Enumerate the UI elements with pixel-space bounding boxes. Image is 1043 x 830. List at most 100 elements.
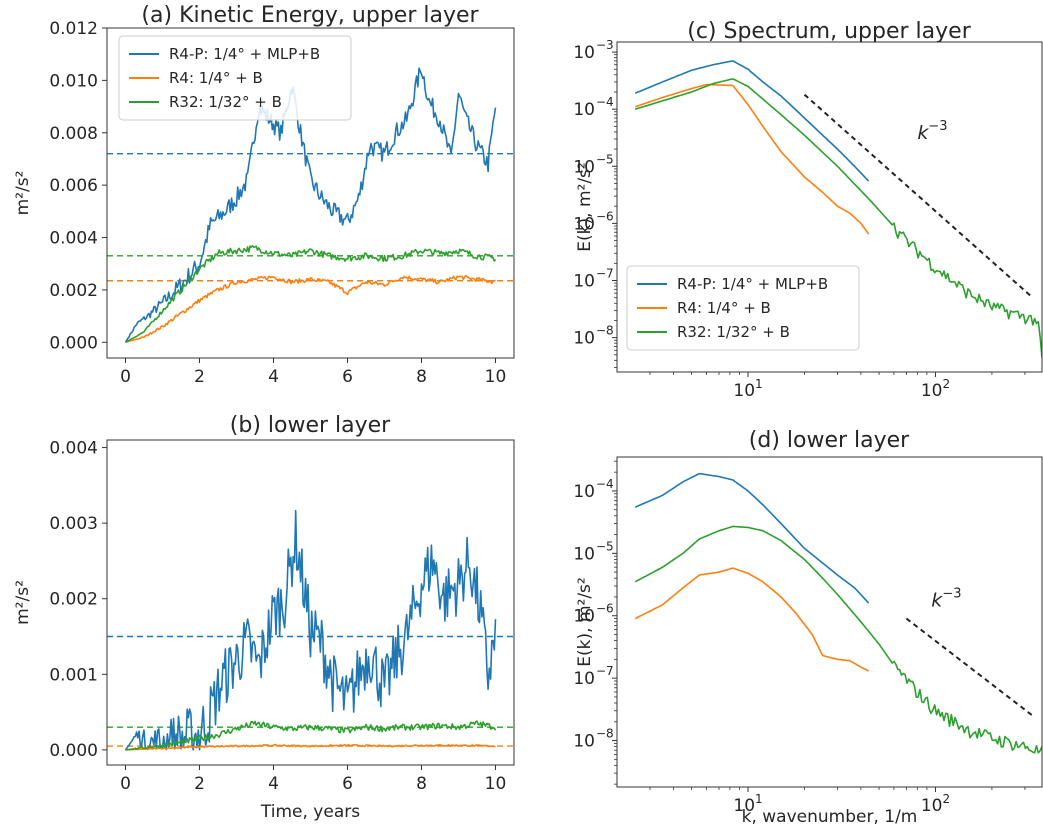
y-axis-label: m²/s² (13, 171, 33, 216)
y-tick-base: 10 (573, 482, 595, 502)
legend-box (626, 265, 860, 351)
x-tick-label: 8 (416, 774, 427, 794)
y-tick-base: 10 (573, 607, 595, 627)
legend-entry-label: R32: 1/32° + B (169, 93, 282, 111)
y-tick-label: 10 (573, 607, 595, 627)
y-tick-label: 10 (573, 157, 595, 177)
y-tick-label: 0.006 (49, 176, 98, 196)
y-tick-exponent: −7 (596, 664, 614, 678)
y-tick-label: 0.004 (49, 439, 98, 459)
x-axis-label: k, wavenumber, 1/m (742, 807, 918, 827)
plot-area (107, 509, 514, 751)
plot-area (634, 60, 1042, 358)
y-tick-label: 0.001 (49, 665, 98, 685)
y-tick-label: 0.000 (49, 333, 98, 353)
plot-area (634, 472, 1042, 754)
axes-frame (106, 27, 515, 359)
y-tick-label: 10 (573, 214, 595, 234)
y-tick-label: 10 (573, 329, 595, 349)
series-line-green (634, 78, 1042, 358)
y-tick-base: 10 (573, 157, 595, 177)
x-tick-base: 10 (921, 381, 943, 401)
k-minus-3-reference-line (803, 93, 1034, 299)
x-tick-exponent: 1 (755, 792, 763, 806)
y-tick-exponent: −6 (596, 209, 614, 223)
series-line-green (125, 720, 497, 751)
x-tick-label: 6 (342, 774, 353, 794)
y-tick-label: 10 (573, 669, 595, 689)
y-tick-label: 10 (573, 544, 595, 564)
y-tick-exponent: −8 (596, 727, 614, 741)
y-tick-base: 10 (573, 272, 595, 292)
x-tick-label: 10 (485, 367, 507, 387)
y-tick-label: 0.004 (49, 229, 98, 249)
y-tick-exponent: −4 (596, 477, 614, 491)
x-tick-base: 10 (733, 796, 755, 816)
series-line-green (125, 245, 497, 343)
x-tick-label: 2 (194, 774, 205, 794)
y-tick-exponent: −8 (596, 324, 614, 338)
series-line-green (634, 525, 1042, 754)
y-tick-label: 0.002 (49, 281, 98, 301)
y-tick-label: 10 (573, 43, 595, 63)
y-tick-exponent: −6 (596, 602, 614, 616)
x-axis-label: Time, years (260, 802, 360, 822)
y-tick-base: 10 (573, 100, 595, 120)
y-tick-base: 10 (573, 214, 595, 234)
y-tick-base: 10 (573, 732, 595, 752)
y-tick-label: 0.003 (49, 514, 98, 534)
series-line-orange (125, 275, 496, 344)
y-tick-label: 10 (573, 100, 595, 120)
y-tick-exponent: −4 (596, 95, 614, 109)
x-tick-label: 4 (268, 774, 279, 794)
x-tick-label: 4 (268, 367, 279, 387)
annotation-exponent: −3 (928, 119, 947, 134)
panel-a-kinetic-energy-upper: (a) Kinetic Energy, upper layer m²/s² 0 2 4 6… (13, 3, 515, 387)
y-tick-exponent: −7 (596, 267, 614, 281)
series-line-orange (125, 743, 496, 751)
y-tick-base: 10 (573, 329, 595, 349)
series-line-blue (634, 60, 870, 182)
y-tick-exponent: −5 (596, 152, 614, 166)
k-minus-3-reference-line (905, 617, 1034, 717)
x-tick-label: 0 (120, 774, 131, 794)
chart-title: (a) Kinetic Energy, upper layer (141, 3, 479, 28)
y-axis-label: m²/s² (13, 580, 33, 625)
chart-title: (b) lower layer (230, 413, 391, 438)
y-tick-base: 10 (573, 669, 595, 689)
y-tick-label: 0.002 (49, 590, 98, 610)
legend-entry-label: R4-P: 1/4° + MLP+B (677, 275, 828, 293)
y-tick-base: 10 (573, 544, 595, 564)
series-line-blue (124, 509, 497, 751)
series-line-blue (634, 472, 870, 604)
legend: R4-P: 1/4° + MLP+B R4: 1/4° + B R32: 1/32°… (118, 35, 352, 121)
axes-frame (106, 439, 515, 766)
x-tick-label: 101 (733, 377, 762, 401)
y-tick-label: 0.000 (49, 741, 98, 761)
y-tick-label: 10 (573, 272, 595, 292)
legend-entry-label: R4-P: 1/4° + MLP+B (169, 45, 320, 63)
x-tick-base: 10 (921, 796, 943, 816)
x-tick-label: 102 (921, 792, 950, 816)
series-line-orange (634, 567, 869, 672)
legend-box (118, 35, 352, 121)
annotation-base: k (917, 122, 929, 144)
y-axis-label: E(k), m²/s² (575, 577, 595, 666)
y-tick-exponent: −3 (596, 38, 614, 52)
y-tick-exponent: −5 (596, 539, 614, 553)
x-tick-label: 8 (416, 367, 427, 387)
annotation-base: k (931, 590, 943, 612)
k-minus-3-annotation: k−3 (931, 587, 961, 612)
chart-title: (d) lower layer (749, 428, 910, 453)
chart-title: (c) Spectrum, upper layer (687, 19, 971, 44)
legend-entry-label: R32: 1/32° + B (677, 323, 790, 341)
series-line-orange (634, 83, 870, 235)
x-tick-label: 6 (342, 367, 353, 387)
axes-frame (616, 41, 1043, 373)
legend-entry-label: R4: 1/4° + B (169, 69, 263, 87)
plot-area (107, 67, 514, 344)
axes-frame (616, 456, 1043, 788)
x-tick-base: 10 (733, 381, 755, 401)
y-tick-base: 10 (573, 43, 595, 63)
